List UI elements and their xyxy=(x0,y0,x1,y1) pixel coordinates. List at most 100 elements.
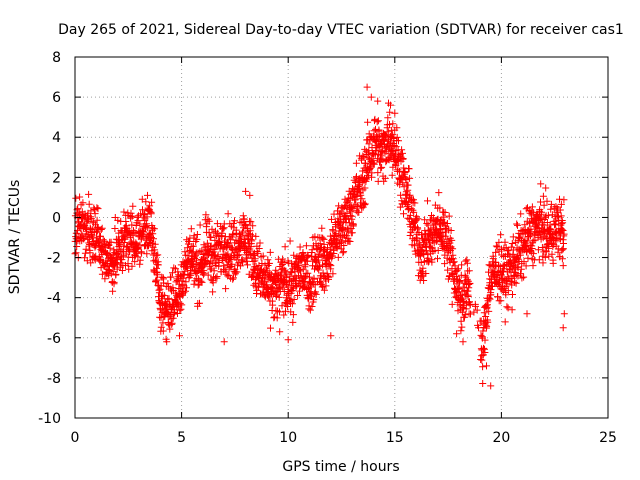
data-point xyxy=(399,149,406,157)
data-point xyxy=(483,362,490,370)
data-point xyxy=(448,271,456,279)
data-point xyxy=(359,167,367,175)
data-point xyxy=(417,273,425,281)
data-point xyxy=(143,250,151,258)
data-point xyxy=(85,200,93,208)
data-point xyxy=(272,266,280,274)
data-point xyxy=(411,199,419,207)
chart-title: Day 265 of 2021, Sidereal Day-to-day VTE… xyxy=(58,22,624,38)
y-tick-label: 6 xyxy=(52,90,61,106)
data-point xyxy=(440,213,448,221)
data-point xyxy=(453,330,461,338)
data-point xyxy=(386,120,393,128)
data-point xyxy=(559,324,567,332)
data-point xyxy=(124,260,132,268)
data-point xyxy=(118,256,126,264)
y-tick-labels: -10 -8 -6 -4 -2 0 2 4 6 8 xyxy=(38,50,61,427)
data-point xyxy=(112,270,120,278)
data-point xyxy=(492,242,500,250)
data-point xyxy=(448,300,456,308)
data-point xyxy=(351,196,359,204)
data-point xyxy=(280,311,288,319)
data-point xyxy=(439,238,447,246)
data-point xyxy=(399,155,407,162)
data-point xyxy=(151,240,159,248)
data-point xyxy=(543,197,551,205)
data-point xyxy=(538,244,546,251)
data-point xyxy=(258,260,266,267)
data-point xyxy=(346,219,354,227)
data-point xyxy=(311,289,319,297)
data-point xyxy=(213,273,221,280)
data-point xyxy=(473,306,481,314)
data-point xyxy=(233,268,241,276)
data-point xyxy=(77,201,85,209)
data-point xyxy=(164,280,172,288)
data-point xyxy=(558,255,566,263)
data-point xyxy=(190,232,198,240)
data-point xyxy=(420,277,428,284)
data-point xyxy=(556,206,564,214)
data-point xyxy=(289,318,297,326)
data-point xyxy=(179,271,187,279)
data-point xyxy=(177,305,185,313)
data-point xyxy=(193,235,201,243)
data-point xyxy=(386,108,394,116)
data-point xyxy=(284,303,292,310)
data-point xyxy=(203,239,211,247)
data-point xyxy=(504,247,512,255)
data-point xyxy=(512,279,520,287)
data-point xyxy=(168,319,176,327)
y-tick-label: -4 xyxy=(47,291,61,307)
data-point xyxy=(485,268,492,276)
data-point xyxy=(441,232,449,240)
data-point xyxy=(328,240,336,248)
data-point xyxy=(296,243,304,251)
data-point xyxy=(478,356,486,364)
data-point xyxy=(302,242,310,250)
data-point xyxy=(103,251,110,259)
data-point xyxy=(178,301,186,309)
data-point xyxy=(122,218,130,225)
data-point xyxy=(246,247,254,255)
data-point xyxy=(309,257,317,265)
y-tick-label: 0 xyxy=(52,210,61,226)
data-point xyxy=(501,276,509,284)
data-point xyxy=(414,225,422,233)
data-point xyxy=(248,237,256,245)
data-point xyxy=(398,146,406,154)
data-point xyxy=(176,332,183,340)
data-point xyxy=(147,210,155,218)
data-point xyxy=(511,278,519,286)
plot-frame xyxy=(74,56,609,419)
data-point xyxy=(72,194,80,202)
data-point xyxy=(453,266,461,274)
x-tick-label: 15 xyxy=(386,430,404,446)
data-point xyxy=(237,230,245,238)
data-point xyxy=(397,191,405,199)
data-point xyxy=(517,270,524,278)
data-point xyxy=(76,193,84,201)
data-point xyxy=(287,259,295,267)
data-point xyxy=(560,240,567,247)
data-point xyxy=(148,198,156,206)
data-point xyxy=(327,332,335,340)
data-point xyxy=(266,248,274,256)
data-point xyxy=(557,212,565,220)
data-point xyxy=(360,199,368,207)
data-point xyxy=(191,255,199,262)
data-point xyxy=(368,169,376,177)
data-point xyxy=(522,205,530,213)
data-point xyxy=(457,317,465,325)
data-point xyxy=(450,258,458,266)
data-point xyxy=(98,224,106,232)
data-point xyxy=(358,195,366,203)
data-point xyxy=(316,240,324,248)
data-point xyxy=(150,235,157,243)
data-point xyxy=(110,278,118,286)
data-point xyxy=(458,261,466,269)
data-point xyxy=(218,232,226,240)
data-point xyxy=(374,169,382,177)
data-point xyxy=(534,246,542,254)
